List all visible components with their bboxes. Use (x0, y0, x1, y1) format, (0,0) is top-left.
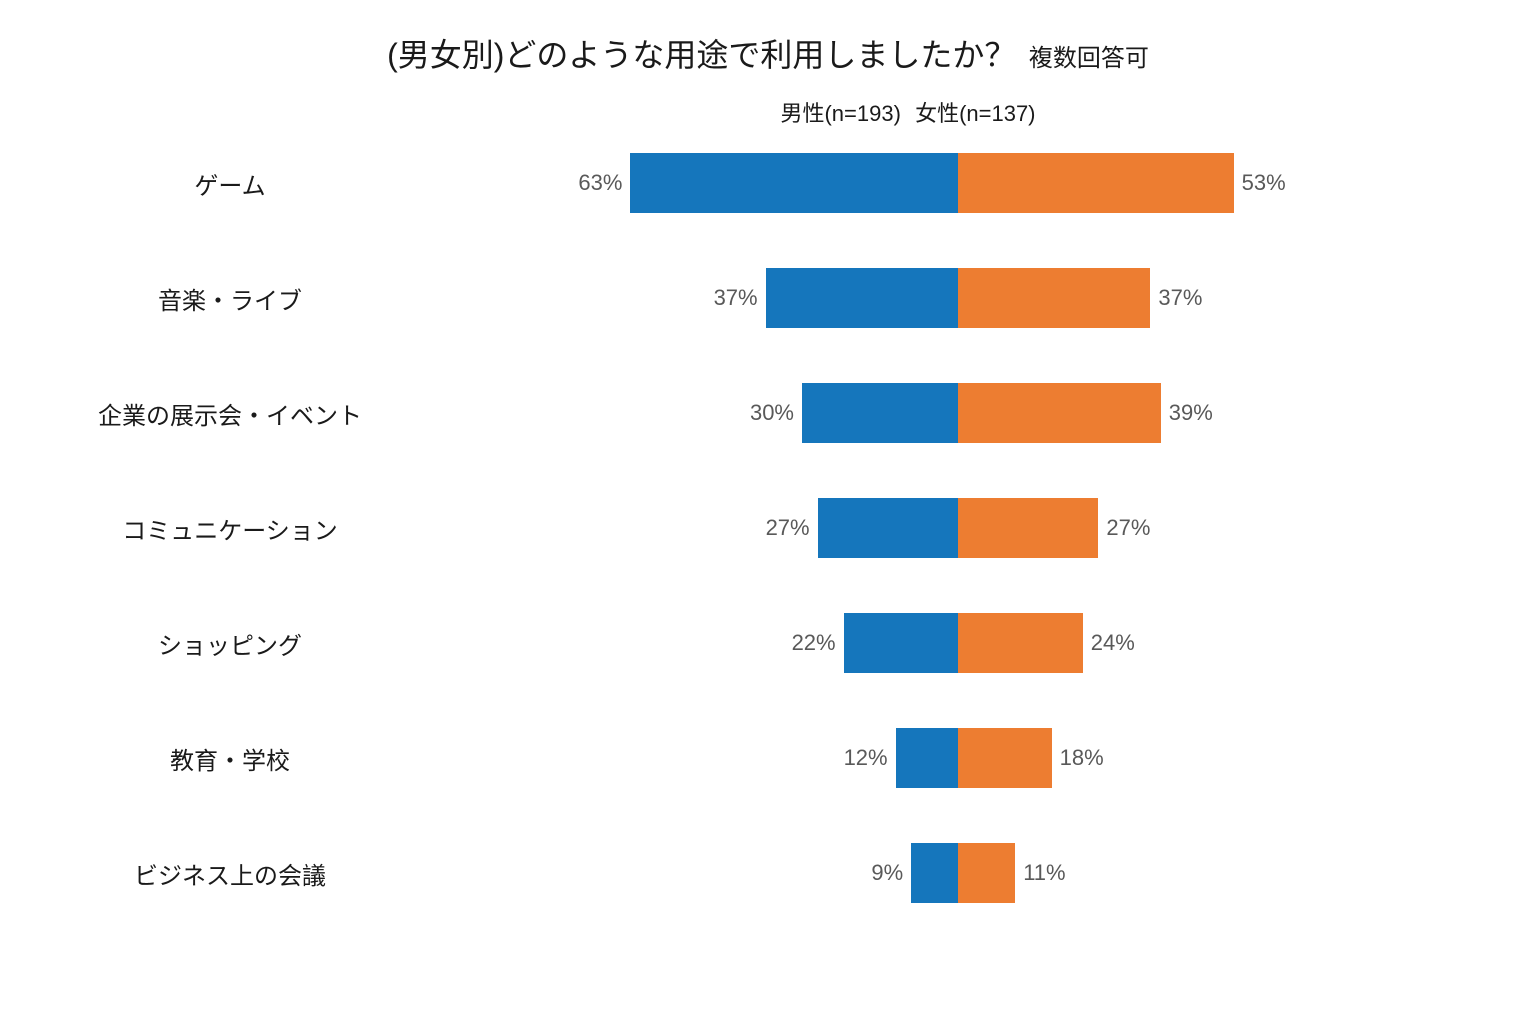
value-label-male: 27% (766, 515, 810, 541)
legend-female: 女性(n=137) (915, 101, 1035, 126)
bar-area: 37% 37% (430, 268, 1486, 328)
bar-female-wrap: 27% (958, 498, 1150, 558)
value-label-male: 37% (714, 285, 758, 311)
bar-female-wrap: 24% (958, 613, 1135, 673)
bar-female-wrap: 53% (958, 153, 1286, 213)
data-row: 音楽・ライブ 37% 37% (50, 268, 1486, 328)
bar-female-wrap: 39% (958, 383, 1213, 443)
bar-female (958, 728, 1052, 788)
bar-area: 12% 18% (430, 728, 1486, 788)
bar-male (766, 268, 958, 328)
value-label-female: 39% (1169, 400, 1213, 426)
category-label: ゲーム (50, 166, 430, 201)
value-label-male: 9% (871, 860, 903, 886)
bar-female (958, 498, 1098, 558)
category-label: コミュニケーション (50, 511, 430, 546)
value-label-male: 12% (844, 745, 888, 771)
bar-male-wrap: 22% (792, 613, 958, 673)
category-label: 企業の展示会・イベント (50, 396, 430, 431)
bar-female (958, 153, 1234, 213)
value-label-female: 53% (1242, 170, 1286, 196)
value-label-male: 22% (792, 630, 836, 656)
bar-area: 27% 27% (430, 498, 1486, 558)
bar-area: 63% 53% (430, 153, 1486, 213)
category-label: ビジネス上の会議 (50, 856, 430, 891)
bar-male-wrap: 9% (871, 843, 958, 903)
data-row: 企業の展示会・イベント 30% 39% (50, 383, 1486, 443)
bar-female (958, 613, 1083, 673)
legend-male: 男性(n=193) (780, 101, 900, 126)
data-row: コミュニケーション 27% 27% (50, 498, 1486, 558)
bar-female-wrap: 11% (958, 843, 1066, 903)
value-label-male: 30% (750, 400, 794, 426)
bar-male (844, 613, 958, 673)
bar-male-wrap: 30% (750, 383, 958, 443)
category-label: 音楽・ライブ (50, 281, 430, 316)
category-label: 教育・学校 (50, 741, 430, 776)
bar-female (958, 268, 1150, 328)
category-label: ショッピング (50, 626, 430, 661)
chart-title-row: (男女別)どのような用途で利用しましたか？ 複数回答可 (50, 30, 1486, 76)
chart-title-sub: 複数回答可 (1029, 45, 1149, 72)
data-row: ゲーム 63% 53% (50, 153, 1486, 213)
value-label-female: 11% (1023, 860, 1065, 886)
bar-female-wrap: 18% (958, 728, 1104, 788)
value-label-female: 24% (1091, 630, 1135, 656)
value-label-female: 18% (1060, 745, 1104, 771)
chart-legend: 男性(n=193) 女性(n=137) (50, 96, 1486, 128)
bar-male (802, 383, 958, 443)
value-label-female: 37% (1158, 285, 1202, 311)
bar-area: 30% 39% (430, 383, 1486, 443)
bar-male (896, 728, 958, 788)
chart-rows: ゲーム 63% 53% 音楽・ライブ 37% 37% 企業の展示会・イベント 30% 39% コミ… (50, 153, 1486, 903)
bar-male (911, 843, 958, 903)
bar-male-wrap: 12% (844, 728, 958, 788)
bar-male (630, 153, 958, 213)
chart-container: (男女別)どのような用途で利用しましたか？ 複数回答可 男性(n=193) 女性… (50, 30, 1486, 992)
chart-title-main: (男女別)どのような用途で利用しましたか？ (387, 37, 1016, 73)
data-row: 教育・学校 12% 18% (50, 728, 1486, 788)
value-label-male: 63% (578, 170, 622, 196)
bar-area: 22% 24% (430, 613, 1486, 673)
bar-male-wrap: 37% (714, 268, 958, 328)
data-row: ショッピング 22% 24% (50, 613, 1486, 673)
bar-male-wrap: 63% (578, 153, 958, 213)
bar-area: 9% 11% (430, 843, 1486, 903)
value-label-female: 27% (1106, 515, 1150, 541)
bar-female-wrap: 37% (958, 268, 1202, 328)
data-row: ビジネス上の会議 9% 11% (50, 843, 1486, 903)
bar-male-wrap: 27% (766, 498, 958, 558)
bar-male (818, 498, 958, 558)
bar-female (958, 843, 1015, 903)
bar-female (958, 383, 1161, 443)
